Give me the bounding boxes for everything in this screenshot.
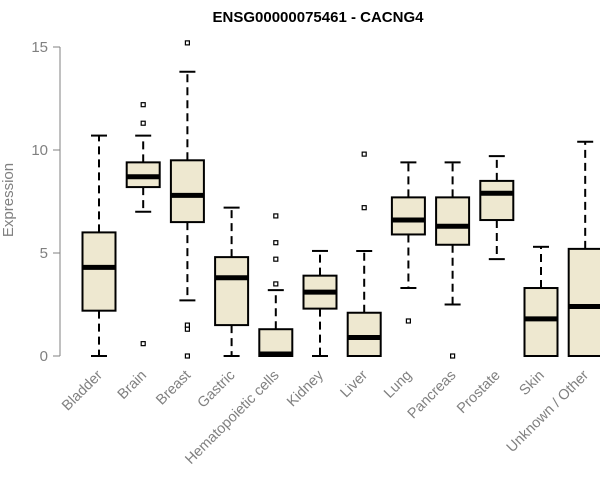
box-hematopoietic-cells [258, 213, 294, 358]
y-tick-label: 15 [31, 39, 48, 56]
x-tick-label: Bladder [59, 367, 106, 414]
y-tick-label: 0 [40, 348, 48, 365]
x-tick-label: Skin [517, 368, 548, 399]
box-kidney [302, 249, 338, 357]
x-tick-label: Breast [153, 368, 194, 409]
y-axis-title: Expression [0, 163, 17, 237]
chart-title: ENSG00000075461 - CACNG4 [213, 9, 425, 26]
outlier-point [140, 102, 146, 108]
iqr-box [346, 311, 382, 357]
x-tick-label: Pancreas [405, 368, 460, 423]
outlier-point [184, 40, 190, 46]
outlier-point [450, 353, 456, 359]
x-tick-label: Unknown / Other [504, 367, 592, 455]
x-tick-label: Gastric [195, 368, 239, 412]
iqr-box [435, 196, 471, 246]
outlier-point [361, 205, 367, 211]
outlier-point [361, 151, 367, 157]
box-bladder [81, 134, 117, 357]
y-tick-label: 10 [31, 142, 48, 159]
x-tick-label: Prostate [454, 368, 503, 417]
iqr-box [390, 196, 426, 236]
x-tick-label: Liver [337, 367, 371, 401]
box-unknown-other [567, 140, 600, 358]
box-pancreas [435, 161, 471, 359]
iqr-box [479, 179, 515, 222]
box-lung [390, 161, 426, 324]
box-brain [125, 102, 161, 347]
outlier-point [273, 213, 279, 219]
iqr-box [81, 231, 117, 312]
iqr-box [567, 247, 600, 358]
box-breast [169, 40, 205, 359]
iqr-box [214, 256, 250, 327]
iqr-box [169, 159, 205, 224]
box-skin [523, 245, 559, 357]
outlier-point [184, 322, 190, 328]
outlier-point [184, 326, 190, 332]
outlier-point [273, 256, 279, 262]
outlier-point [140, 341, 146, 347]
outlier-point [273, 240, 279, 246]
outlier-point [140, 120, 146, 126]
x-tick-label: Brain [115, 368, 150, 403]
x-tick-label: Kidney [284, 367, 327, 410]
y-axis: 0 5 10 15 [31, 39, 61, 365]
box-gastric [214, 206, 250, 357]
outlier-point [184, 353, 190, 359]
y-tick-label: 5 [40, 245, 48, 262]
boxes-group [81, 40, 600, 359]
outlier-point [405, 318, 411, 324]
box-prostate [479, 155, 515, 261]
outlier-point [273, 281, 279, 287]
iqr-box [523, 287, 559, 357]
x-tick-label: Lung [381, 368, 415, 402]
box-liver [346, 151, 382, 357]
